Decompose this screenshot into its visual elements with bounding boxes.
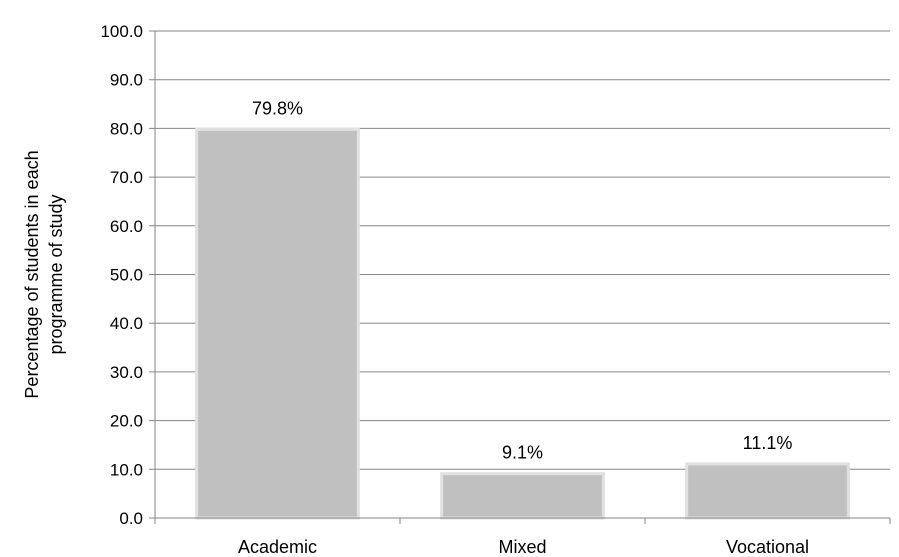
y-tick-label: 30.0 [110, 363, 143, 382]
x-category-label: Vocational [726, 537, 809, 557]
y-tick-label: 0.0 [119, 509, 143, 528]
y-tick-label: 90.0 [110, 71, 143, 90]
bar-academic [195, 127, 360, 520]
y-axis-title-line: programme of study [46, 194, 66, 354]
data-label-academic: 79.8% [252, 98, 303, 118]
y-tick-label: 50.0 [110, 266, 143, 285]
bar-mixed [440, 472, 605, 520]
y-axis-title-line: Percentage of students in each [22, 150, 42, 398]
y-tick-label: 100.0 [100, 22, 143, 41]
y-tick-label: 40.0 [110, 314, 143, 333]
y-tick-label: 20.0 [110, 412, 143, 431]
x-category-label: Academic [238, 537, 317, 557]
y-tick-label: 10.0 [110, 460, 143, 479]
y-tick-label: 80.0 [110, 119, 143, 138]
x-category-label: Mixed [498, 537, 546, 557]
bar-vocational [685, 462, 850, 520]
data-label-vocational: 11.1% [743, 433, 793, 453]
y-tick-label: 70.0 [110, 168, 143, 187]
data-label-mixed: 9.1% [502, 443, 543, 463]
y-tick-label: 60.0 [110, 217, 143, 236]
